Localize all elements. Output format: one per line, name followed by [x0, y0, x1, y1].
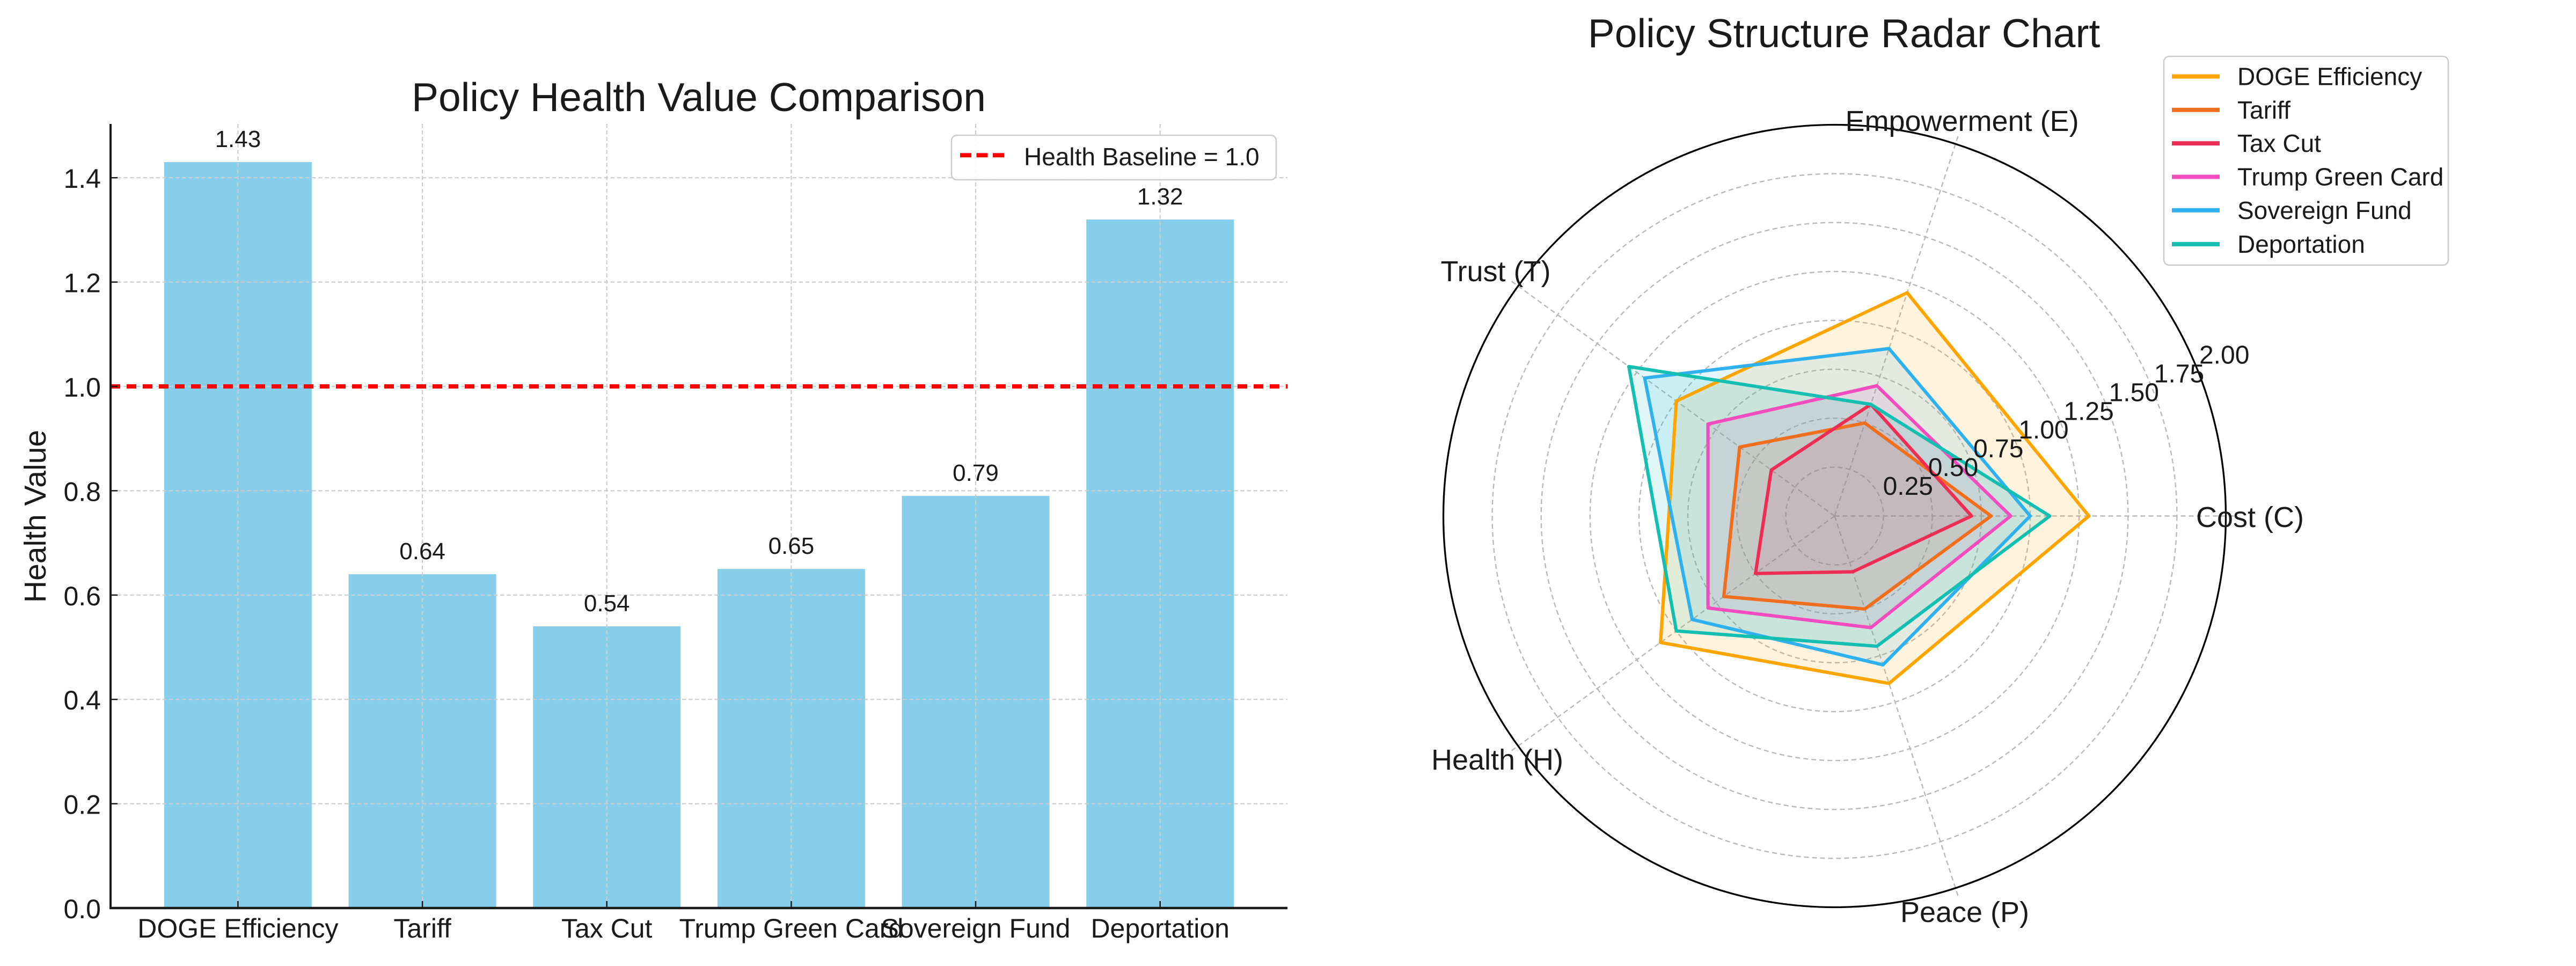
- svg-text:Deportation: Deportation: [2237, 230, 2365, 258]
- svg-text:Tax Cut: Tax Cut: [561, 913, 653, 943]
- svg-text:Empowerment (E): Empowerment (E): [1845, 105, 2079, 137]
- svg-text:0.54: 0.54: [584, 590, 630, 617]
- svg-text:Tariff: Tariff: [2237, 96, 2290, 124]
- svg-text:1.50: 1.50: [2109, 379, 2159, 407]
- svg-text:Tax Cut: Tax Cut: [2237, 129, 2321, 157]
- svg-text:0.75: 0.75: [1973, 435, 2023, 463]
- svg-text:0.8: 0.8: [63, 477, 101, 507]
- svg-text:Health (H): Health (H): [1431, 744, 1563, 776]
- svg-text:Sovereign Fund: Sovereign Fund: [881, 913, 1070, 943]
- svg-text:DOGE Efficiency: DOGE Efficiency: [137, 913, 338, 943]
- svg-text:Sovereign Fund: Sovereign Fund: [2237, 196, 2412, 224]
- svg-text:Trump Green Card: Trump Green Card: [679, 913, 904, 943]
- svg-text:2.00: 2.00: [2199, 341, 2249, 370]
- svg-text:DOGE Efficiency: DOGE Efficiency: [2237, 63, 2422, 91]
- svg-text:Policy Health Value Comparison: Policy Health Value Comparison: [412, 75, 986, 120]
- svg-text:0.50: 0.50: [1928, 453, 1978, 482]
- svg-text:1.32: 1.32: [1137, 184, 1183, 210]
- svg-text:0.79: 0.79: [953, 460, 999, 486]
- svg-text:0.6: 0.6: [63, 581, 101, 611]
- svg-text:0.64: 0.64: [399, 538, 445, 565]
- svg-text:1.43: 1.43: [215, 126, 261, 152]
- svg-text:Peace (P): Peace (P): [1900, 896, 2029, 928]
- svg-text:Trust (T): Trust (T): [1441, 255, 1551, 288]
- svg-text:0.25: 0.25: [1883, 472, 1933, 501]
- svg-text:Tariff: Tariff: [393, 913, 451, 943]
- svg-text:0.65: 0.65: [769, 533, 815, 559]
- svg-text:Deportation: Deportation: [1091, 913, 1230, 943]
- svg-text:0.4: 0.4: [63, 685, 101, 715]
- svg-text:Cost (C): Cost (C): [2196, 501, 2304, 533]
- svg-text:Trump Green Card: Trump Green Card: [2237, 163, 2443, 191]
- svg-text:0.2: 0.2: [63, 790, 101, 820]
- svg-text:1.4: 1.4: [63, 164, 101, 194]
- svg-text:1.2: 1.2: [63, 268, 101, 298]
- svg-text:Policy Structure Radar Chart: Policy Structure Radar Chart: [1588, 11, 2101, 56]
- svg-text:1.0: 1.0: [63, 372, 101, 402]
- svg-text:Health Baseline = 1.0: Health Baseline = 1.0: [1024, 143, 1260, 171]
- svg-text:1.75: 1.75: [2154, 360, 2204, 389]
- svg-text:1.25: 1.25: [2063, 397, 2113, 426]
- svg-text:1.00: 1.00: [2018, 416, 2068, 444]
- svg-text:0.0: 0.0: [63, 894, 101, 924]
- svg-text:Health Value: Health Value: [18, 430, 53, 603]
